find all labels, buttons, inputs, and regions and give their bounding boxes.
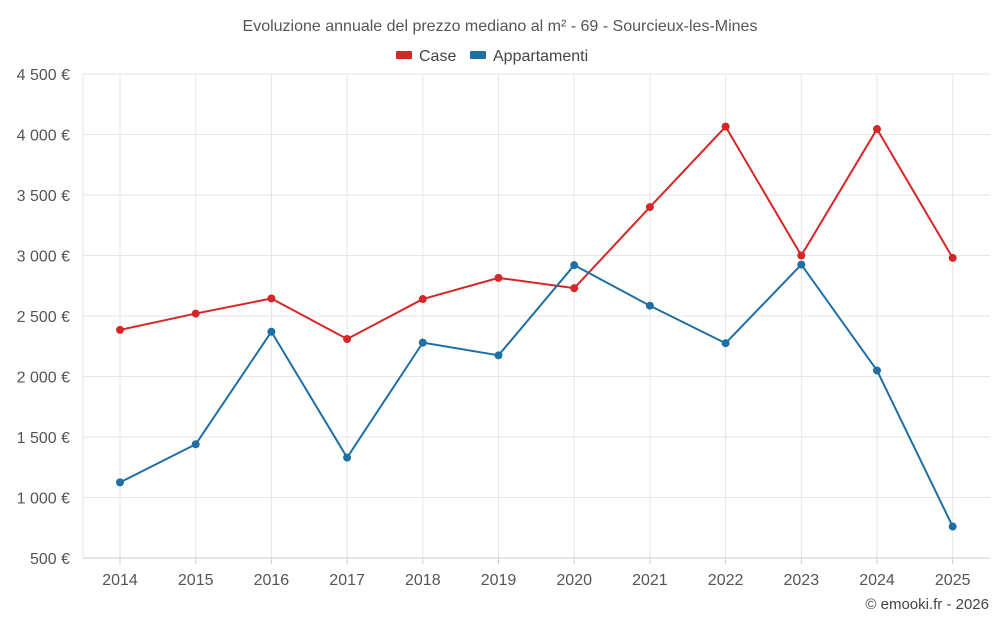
legend[interactable]: Case Appartamenti: [396, 48, 588, 65]
data-point-case[interactable]: [645, 203, 654, 212]
y-tick-label: 1 000 €: [17, 491, 70, 508]
y-tick-label: 3 500 €: [17, 188, 70, 205]
series-appartamenti: [116, 260, 957, 531]
x-tick-label: 2014: [102, 572, 138, 589]
y-tick-label: 1 500 €: [17, 430, 70, 447]
y-tick-label: 500 €: [30, 551, 70, 568]
series-case: [116, 122, 957, 343]
x-tick-label: 2022: [708, 572, 744, 589]
grid: [83, 73, 990, 558]
data-point-appartamenti[interactable]: [418, 338, 427, 347]
x-tick-label: 2018: [405, 572, 441, 589]
data-point-appartamenti[interactable]: [267, 327, 276, 336]
data-point-appartamenti[interactable]: [645, 301, 654, 310]
x-tick-label: 2020: [556, 572, 592, 589]
data-point-case[interactable]: [948, 253, 957, 262]
y-tick-label: 2 000 €: [17, 370, 70, 387]
data-point-appartamenti[interactable]: [116, 478, 124, 487]
series-line-appartamenti: [119, 263, 954, 527]
y-axis: 500 € 1 000 € 1 500 € 2 000 € 2 500 € 3 000 €…: [17, 67, 84, 568]
data-point-case[interactable]: [418, 295, 427, 304]
data-point-appartamenti[interactable]: [948, 522, 957, 531]
x-tick-label: 2016: [254, 572, 290, 589]
x-tick-label: 2025: [935, 572, 971, 589]
y-tick-label: 4 000 €: [17, 128, 70, 145]
data-point-appartamenti[interactable]: [570, 261, 579, 270]
data-point-case[interactable]: [343, 334, 352, 343]
data-point-case[interactable]: [721, 122, 730, 131]
x-axis: 2014 2015 2016 2017 2018 2019 2020 2021 2022 2023…: [83, 557, 990, 589]
y-tick-label: 3 000 €: [17, 249, 70, 266]
legend-label-appartamenti[interactable]: Appartamenti: [493, 48, 588, 65]
data-point-case[interactable]: [267, 294, 276, 303]
data-point-appartamenti[interactable]: [191, 440, 200, 449]
data-point-case[interactable]: [797, 251, 806, 260]
data-point-appartamenti[interactable]: [343, 453, 352, 462]
data-point-appartamenti[interactable]: [797, 260, 806, 269]
y-tick-label: 2 500 €: [17, 309, 70, 326]
x-tick-label: 2023: [784, 572, 820, 589]
data-point-case[interactable]: [494, 273, 503, 282]
y-tick-label: 4 500 €: [17, 67, 70, 84]
chart-title: Evoluzione annuale del prezzo mediano al…: [243, 18, 758, 35]
data-point-case[interactable]: [570, 284, 579, 293]
x-tick-label: 2019: [481, 572, 517, 589]
data-point-appartamenti[interactable]: [494, 351, 503, 360]
data-point-case[interactable]: [116, 325, 124, 334]
x-tick-label: 2015: [178, 572, 214, 589]
legend-swatch-case: [396, 51, 412, 59]
series-line-case: [119, 125, 954, 340]
credit-text: © emooki.fr - 2026: [865, 596, 989, 613]
legend-label-case[interactable]: Case: [419, 48, 456, 65]
legend-swatch-appartamenti: [470, 51, 486, 59]
data-point-appartamenti[interactable]: [721, 339, 730, 348]
x-tick-label: 2017: [329, 572, 365, 589]
data-point-case[interactable]: [873, 125, 881, 134]
data-point-appartamenti[interactable]: [873, 366, 881, 375]
series: [116, 122, 957, 531]
x-tick-label: 2024: [859, 572, 895, 589]
data-point-case[interactable]: [191, 309, 200, 318]
x-tick-label: 2021: [632, 572, 668, 589]
